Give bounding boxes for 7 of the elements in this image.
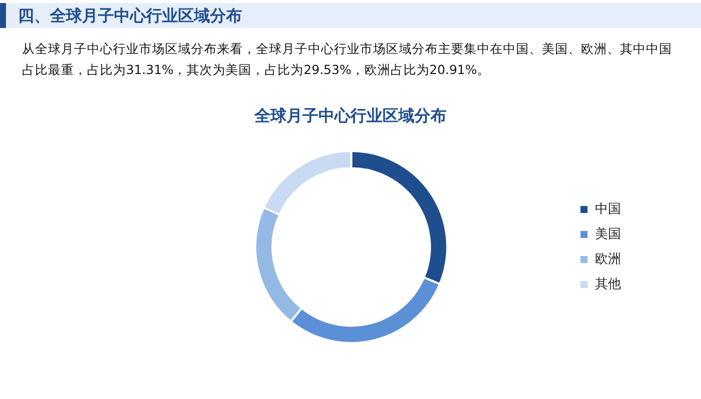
legend-label: 中国 <box>595 202 621 217</box>
legend-label: 其他 <box>595 276 621 292</box>
legend-label: 美国 <box>595 226 621 242</box>
text: 四、全球月子中心行业区域分布 <box>0 3 701 28</box>
legend-label: 欧洲 <box>595 252 621 267</box>
chart-title: 全球月子中心行业区域分布 <box>253 106 448 127</box>
text: 从全球月子中心行业市场区域分布来看，全球月子中心行业市场区域分布主要集中在中国、美国、欧洲、其中中国占比最重，占比为31.31%，其次为美国，占比为29.53%，欧洲占比为20.91%。 <box>22 40 673 79</box>
